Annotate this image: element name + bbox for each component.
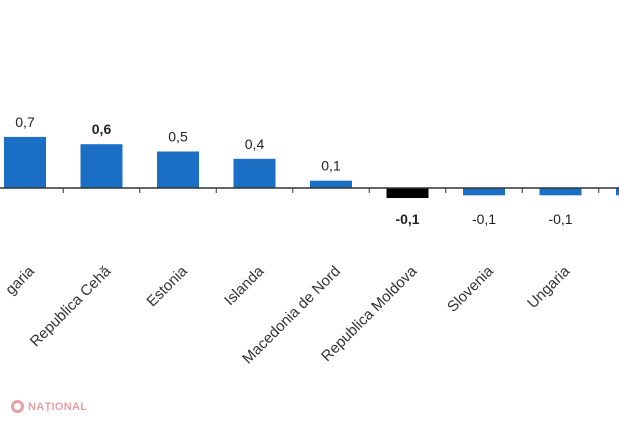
bar-republica-ceha — [80, 144, 123, 188]
value-label-republica-moldova: -0,1 — [395, 211, 419, 227]
bar-ungaria — [539, 188, 582, 196]
bar-islanda — [233, 158, 276, 188]
bars-group — [4, 136, 619, 198]
national-logo: NAȚIONAL — [11, 400, 87, 413]
value-label-ungaria: -0,1 — [548, 211, 572, 227]
value-label-macedonia-de-nord: 0,1 — [321, 158, 341, 174]
value-label-estonia: 0,5 — [168, 129, 188, 145]
value-label-slovenia: -0,1 — [472, 211, 496, 227]
value-label-islanda: 0,4 — [245, 136, 265, 152]
value-labels: 0,7 0,6 0,5 0,4 0,1 -0,1 -0,1 -0,1 — [15, 114, 573, 227]
bar-estonia — [157, 151, 199, 188]
bar-croatia — [616, 188, 619, 196]
bar-bulgaria — [4, 136, 46, 188]
category-label-estonia: Estonia — [143, 262, 191, 310]
bar-macedonia-de-nord — [310, 180, 352, 188]
bar-slovenia — [463, 188, 505, 196]
value-label-republica-ceha: 0,6 — [92, 121, 112, 137]
category-label-republica-ceha: Republica Cehă — [27, 262, 115, 350]
logo-icon — [11, 400, 24, 413]
value-label-bulgaria: 0,7 — [15, 114, 35, 130]
bar-republica-moldova — [386, 188, 429, 198]
category-label-bulgaria: garia — [2, 262, 38, 298]
category-ticks — [62, 188, 600, 193]
category-label-slovenia: Slovenia — [444, 262, 497, 315]
category-label-ungaria: Ungaria — [524, 262, 574, 312]
category-label-islanda: Islanda — [221, 262, 268, 309]
logo-text: NAȚIONAL — [28, 400, 88, 413]
